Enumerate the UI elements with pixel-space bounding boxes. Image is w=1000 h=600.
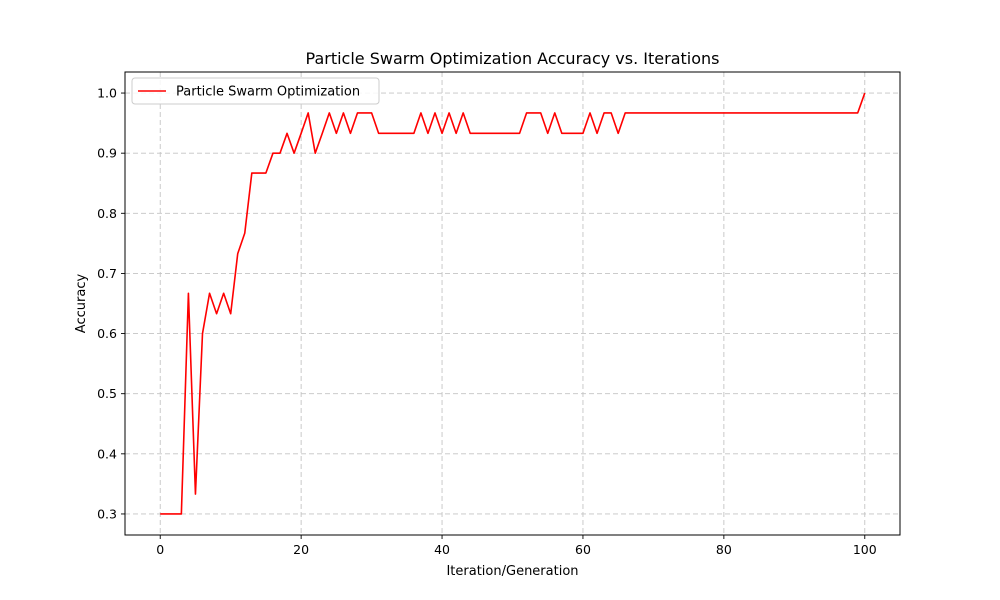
y-tick-label: 0.9 [97,146,117,161]
x-tick-label: 20 [293,542,309,557]
y-tick-label: 0.5 [97,386,117,401]
legend-label: Particle Swarm Optimization [176,85,360,100]
x-tick-label: 40 [434,542,450,557]
x-tick-label: 80 [716,542,732,557]
y-tick-label: 0.7 [97,266,117,281]
series-layer [160,92,866,515]
legend: Particle Swarm Optimization [131,77,380,105]
axis-ticks: 0 20 40 60 80 100 0.3 0.4 0.5 0.6 0.7 0.8 0.9 1.0 [97,86,877,557]
y-tick-label: 1.0 [97,86,117,101]
chart-title: Particle Swarm Optimization Accuracy vs.… [306,49,720,68]
legend-box [131,77,380,105]
grid [125,72,900,535]
series-line [160,92,866,515]
x-tick-label: 0 [156,542,164,557]
plot-frame [124,71,901,536]
y-tick-label: 0.3 [97,506,117,521]
x-tick-label: 60 [575,542,591,557]
x-axis-title: Iteration/Generation [446,564,578,579]
x-tick-label: 100 [853,542,877,557]
y-axis-title: Accuracy [74,274,89,334]
y-tick-label: 0.8 [97,206,117,221]
y-tick-label: 0.4 [97,446,117,461]
y-tick-label: 0.6 [97,326,117,341]
